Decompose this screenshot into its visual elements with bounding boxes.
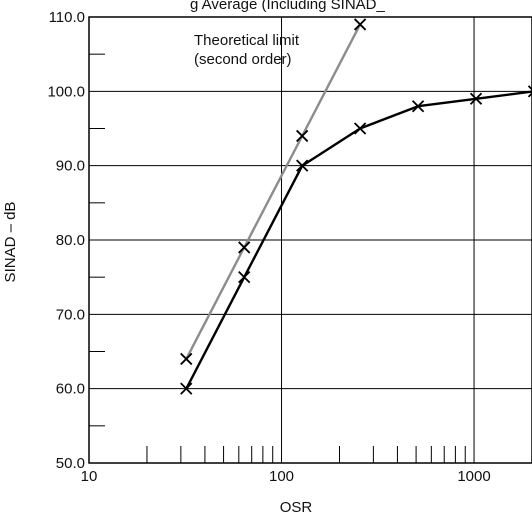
plot-frame: [88, 16, 532, 464]
data-point-marker: [353, 122, 367, 135]
data-point-marker: [353, 18, 367, 31]
data-point-marker: [238, 241, 251, 254]
x-tick-label: 100: [269, 468, 294, 485]
y-tick-label: 100.0: [47, 83, 85, 100]
x-tick-label: 1000: [457, 468, 490, 485]
y-tick-label: 60.0: [56, 381, 85, 398]
data-point-marker: [180, 352, 193, 366]
y-tick-label: 80.0: [56, 232, 85, 249]
x-tick-label: 10: [81, 468, 98, 485]
y-tick-label: 70.0: [56, 306, 85, 323]
data-point-marker: [296, 129, 309, 143]
x-axis-label: OSR: [280, 499, 313, 516]
minor-ticks: [146, 446, 532, 463]
y-tick-labels: 50.0 60.0 70.0 80.0 90.0 100.0 110.0: [47, 9, 85, 472]
data-point-marker: [527, 85, 532, 98]
annotation-line-1: Theoretical limit: [194, 32, 300, 49]
data-point-marker: [296, 159, 309, 172]
theoretical-limit-line: [185, 23, 362, 360]
chart-title-partial: g Average (Including SINAD_: [190, 0, 385, 13]
y-tick-label: 50.0: [56, 455, 85, 472]
data-point-marker: [238, 271, 251, 284]
annotation-line-2: (second order): [194, 51, 292, 68]
y-tick-label: 110.0: [49, 9, 85, 26]
y-tick-label: 90.0: [56, 158, 85, 175]
series: [180, 18, 532, 395]
data-point-marker: [469, 92, 483, 105]
grid: [88, 16, 532, 464]
data-point-marker: [411, 100, 425, 113]
y-axis-label: SINAD – dB: [2, 202, 19, 283]
data-point-marker: [180, 382, 193, 395]
x-tick-labels: 10 100 1000: [81, 468, 491, 485]
